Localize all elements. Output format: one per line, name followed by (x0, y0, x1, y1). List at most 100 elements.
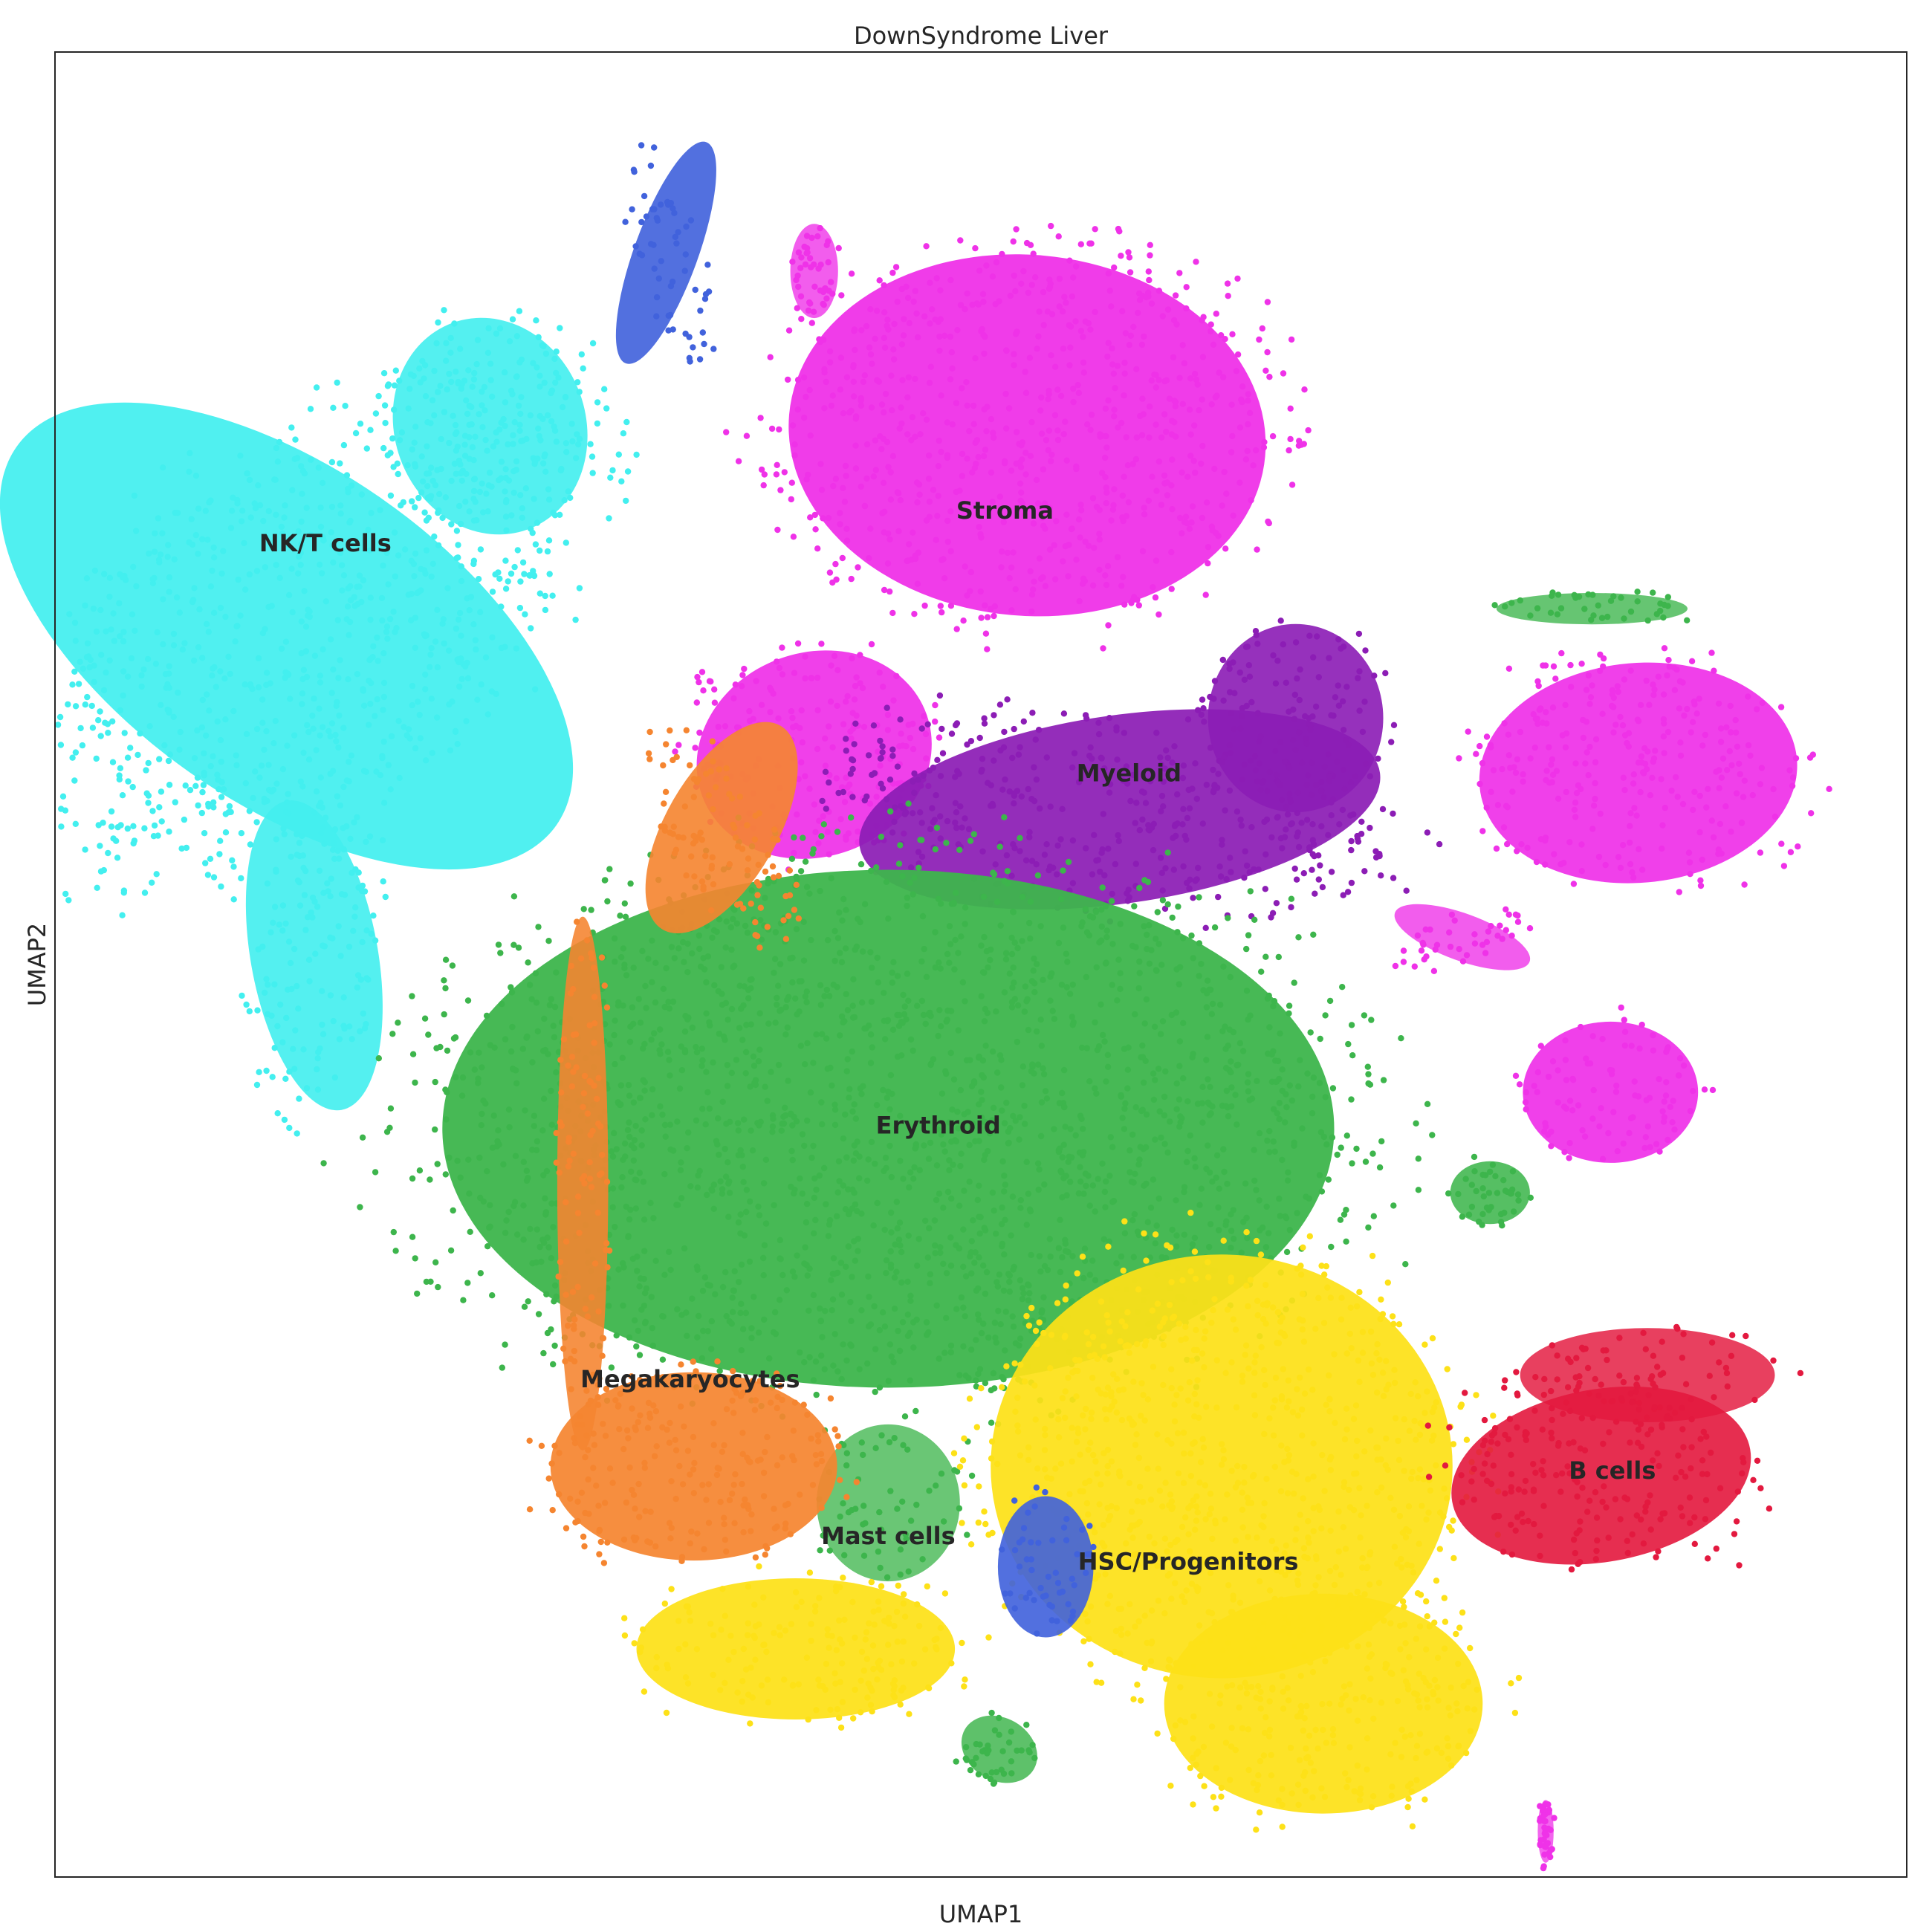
data-point (395, 552, 402, 559)
data-point (634, 1268, 641, 1274)
data-point (636, 1170, 643, 1176)
data-point (352, 866, 359, 873)
data-point (937, 603, 944, 609)
data-point (838, 1013, 846, 1020)
data-point (861, 901, 869, 907)
data-point (1345, 1040, 1352, 1048)
data-point (348, 752, 355, 759)
data-point (724, 1083, 731, 1089)
data-point (901, 1413, 909, 1420)
data-point (1485, 928, 1492, 935)
data-point (922, 1217, 929, 1225)
data-point (335, 675, 342, 681)
data-point (1010, 964, 1017, 971)
data-point (1022, 857, 1030, 864)
data-point (396, 774, 403, 782)
data-point (108, 808, 115, 815)
data-point (1358, 818, 1365, 826)
data-point (1548, 1128, 1555, 1135)
data-point (82, 846, 88, 853)
data-point (737, 1230, 744, 1237)
data-point (947, 508, 954, 515)
data-point (1147, 252, 1153, 259)
data-point (477, 546, 484, 553)
data-point (1758, 765, 1766, 771)
data-point (857, 680, 863, 687)
data-point (859, 684, 866, 692)
data-point (1173, 1106, 1180, 1112)
data-point (1206, 986, 1213, 993)
data-point (1191, 371, 1199, 377)
data-point (300, 667, 308, 673)
data-point (357, 421, 364, 427)
data-point (992, 1335, 999, 1341)
data-point (395, 1020, 401, 1026)
data-point (207, 583, 215, 590)
data-point (771, 1202, 777, 1209)
data-point (999, 1204, 1005, 1211)
data-point (1219, 759, 1225, 766)
data-point (452, 1034, 459, 1041)
data-point (944, 817, 951, 825)
data-point (870, 473, 878, 480)
data-point (855, 829, 861, 835)
data-point (442, 357, 450, 364)
data-point (1085, 320, 1092, 327)
data-point (1740, 794, 1747, 800)
data-point (409, 498, 415, 505)
data-point (932, 929, 939, 936)
data-point (406, 386, 413, 392)
data-point (1257, 733, 1265, 740)
data-point (1292, 746, 1299, 753)
data-point (1272, 680, 1280, 687)
data-point (1109, 982, 1115, 988)
data-point (1635, 759, 1642, 766)
data-point (881, 586, 888, 594)
data-point (802, 653, 808, 660)
data-point (1543, 1844, 1549, 1850)
data-point (273, 511, 279, 518)
data-point (416, 711, 423, 719)
data-point (879, 749, 886, 756)
data-point (814, 233, 821, 240)
data-point (1371, 672, 1378, 679)
data-point (1291, 691, 1299, 698)
data-point (457, 346, 464, 352)
data-point (968, 1270, 975, 1277)
data-point (889, 753, 896, 759)
data-point (1242, 1180, 1249, 1187)
data-point (991, 757, 997, 764)
data-point (347, 835, 354, 843)
data-point (1587, 694, 1595, 701)
data-point (1120, 777, 1127, 784)
data-point (1270, 1106, 1277, 1112)
data-point (973, 1377, 979, 1384)
data-point (1092, 1208, 1098, 1215)
data-point (864, 1360, 871, 1367)
data-point (817, 1317, 825, 1324)
data-point (962, 998, 968, 1005)
data-point (884, 1095, 891, 1101)
data-point (529, 1059, 536, 1066)
data-point (495, 569, 502, 576)
data-point (817, 224, 823, 232)
data-point (551, 1298, 557, 1305)
data-point (391, 382, 398, 389)
data-point (711, 982, 718, 989)
data-point (1008, 467, 1015, 474)
data-point (253, 725, 261, 733)
data-point (263, 1067, 270, 1074)
data-point (1038, 510, 1045, 518)
data-point (1353, 1145, 1360, 1153)
data-point (782, 1004, 789, 1011)
data-point (1531, 1083, 1537, 1089)
data-point (1121, 370, 1128, 377)
data-point (858, 402, 865, 409)
data-point (774, 994, 780, 1002)
data-point (702, 1121, 709, 1128)
data-point (884, 1017, 892, 1024)
data-point (1176, 1038, 1184, 1045)
data-point (1228, 1103, 1235, 1110)
data-point (933, 792, 939, 799)
data-point (845, 1186, 852, 1193)
